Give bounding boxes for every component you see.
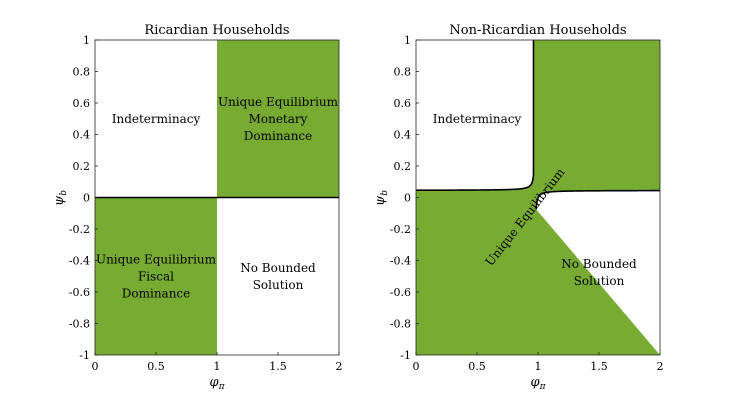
panel-non-ricardian: Non-Ricardian Households 0 0.5 1 1.5 2 -1 -0.8… bbox=[373, 23, 664, 392]
y-tick-label: -0.8 bbox=[69, 318, 90, 331]
x-tick-label: 1 bbox=[535, 360, 542, 373]
y-tick-label: -0.4 bbox=[390, 255, 411, 268]
regions-left bbox=[95, 40, 339, 355]
chart-title-right: Non-Ricardian Households bbox=[449, 23, 626, 38]
region-indeterminacy bbox=[416, 40, 534, 191]
y-tick-label: 0.2 bbox=[394, 160, 412, 173]
boundary-curve-lower bbox=[535, 189, 661, 210]
y-tick-label: 0 bbox=[404, 192, 411, 205]
y-tick-label: 0.8 bbox=[73, 66, 91, 79]
region-label-0: Indeterminacy bbox=[112, 112, 201, 126]
y-tick-label: -0.8 bbox=[390, 318, 411, 331]
y-tick-label: -0.4 bbox=[69, 255, 90, 268]
y-tick-label: -0.2 bbox=[69, 223, 90, 236]
y-tick-label: -1 bbox=[79, 349, 90, 362]
y-axis-label-left: ψb bbox=[52, 190, 69, 206]
x-tick-label: 0.5 bbox=[468, 360, 486, 373]
chart-title-left: Ricardian Households bbox=[144, 23, 289, 38]
x-tick-label: 2 bbox=[657, 360, 664, 373]
x-axis-label-right: φπ bbox=[530, 375, 546, 392]
x-tick-label: 1.5 bbox=[590, 360, 608, 373]
y-tick-label: 0.6 bbox=[394, 97, 412, 110]
region-unshaded bbox=[217, 197, 339, 355]
y-tick-label: 0.4 bbox=[73, 129, 91, 142]
y-tick-label: 0 bbox=[83, 192, 90, 205]
region-no-bounded-solution bbox=[536, 190, 660, 355]
boundary-curve-upper bbox=[415, 40, 535, 192]
region-label-3: No Bounded Solution bbox=[240, 261, 316, 292]
x-tick-label: 1 bbox=[214, 360, 221, 373]
x-tick-label: 1.5 bbox=[269, 360, 287, 373]
y-tick-label: 0.2 bbox=[73, 160, 91, 173]
panel-ricardian: Ricardian Households 0 0.5 1 1.5 2 -1 -0.8 -0.6… bbox=[52, 23, 343, 392]
y-tick-label: -0.6 bbox=[69, 286, 90, 299]
axes-right: 0 0.5 1 1.5 2 -1 -0.8 -0.6 -0.4 -0.2 0 0.2 0.4 0.6 0.8… bbox=[390, 34, 664, 373]
y-tick-label: 0.8 bbox=[394, 66, 412, 79]
region-label-1: Unique Equilibrium Monetary Dominance bbox=[218, 95, 339, 143]
region-label-2: Unique Equilibrium Fiscal Dominance bbox=[96, 252, 217, 300]
axes-left: 0 0.5 1 1.5 2 -1 -0.8 -0.6 -0.4 -0.2 0 0.2 0.4 0.6 0.8… bbox=[69, 34, 343, 373]
x-tick-label: 0.5 bbox=[147, 360, 165, 373]
x-tick-label: 0 bbox=[92, 360, 99, 373]
x-axis-label-left: φπ bbox=[209, 375, 225, 392]
region-label-no-bounded: No Bounded Solution bbox=[561, 257, 637, 288]
y-tick-label: -0.6 bbox=[390, 286, 411, 299]
y-tick-label: 1 bbox=[83, 34, 90, 47]
region-label-indeterminacy: Indeterminacy bbox=[433, 112, 522, 126]
y-tick-label: 0.6 bbox=[73, 97, 91, 110]
region-labels-left: Indeterminacy Unique Equilibrium Monetary D… bbox=[96, 95, 339, 301]
regions-right bbox=[415, 40, 661, 355]
y-tick-label: 0.4 bbox=[394, 129, 412, 142]
region-unshaded bbox=[95, 40, 217, 198]
y-axis-label-right: ψb bbox=[373, 190, 390, 206]
y-tick-label: 1 bbox=[404, 34, 411, 47]
y-tick-label: -0.2 bbox=[390, 223, 411, 236]
region-shaded bbox=[217, 40, 339, 198]
y-tick-label: -1 bbox=[400, 349, 411, 362]
region-shaded bbox=[95, 197, 217, 355]
x-tick-label: 0 bbox=[413, 360, 420, 373]
x-tick-label: 2 bbox=[336, 360, 343, 373]
